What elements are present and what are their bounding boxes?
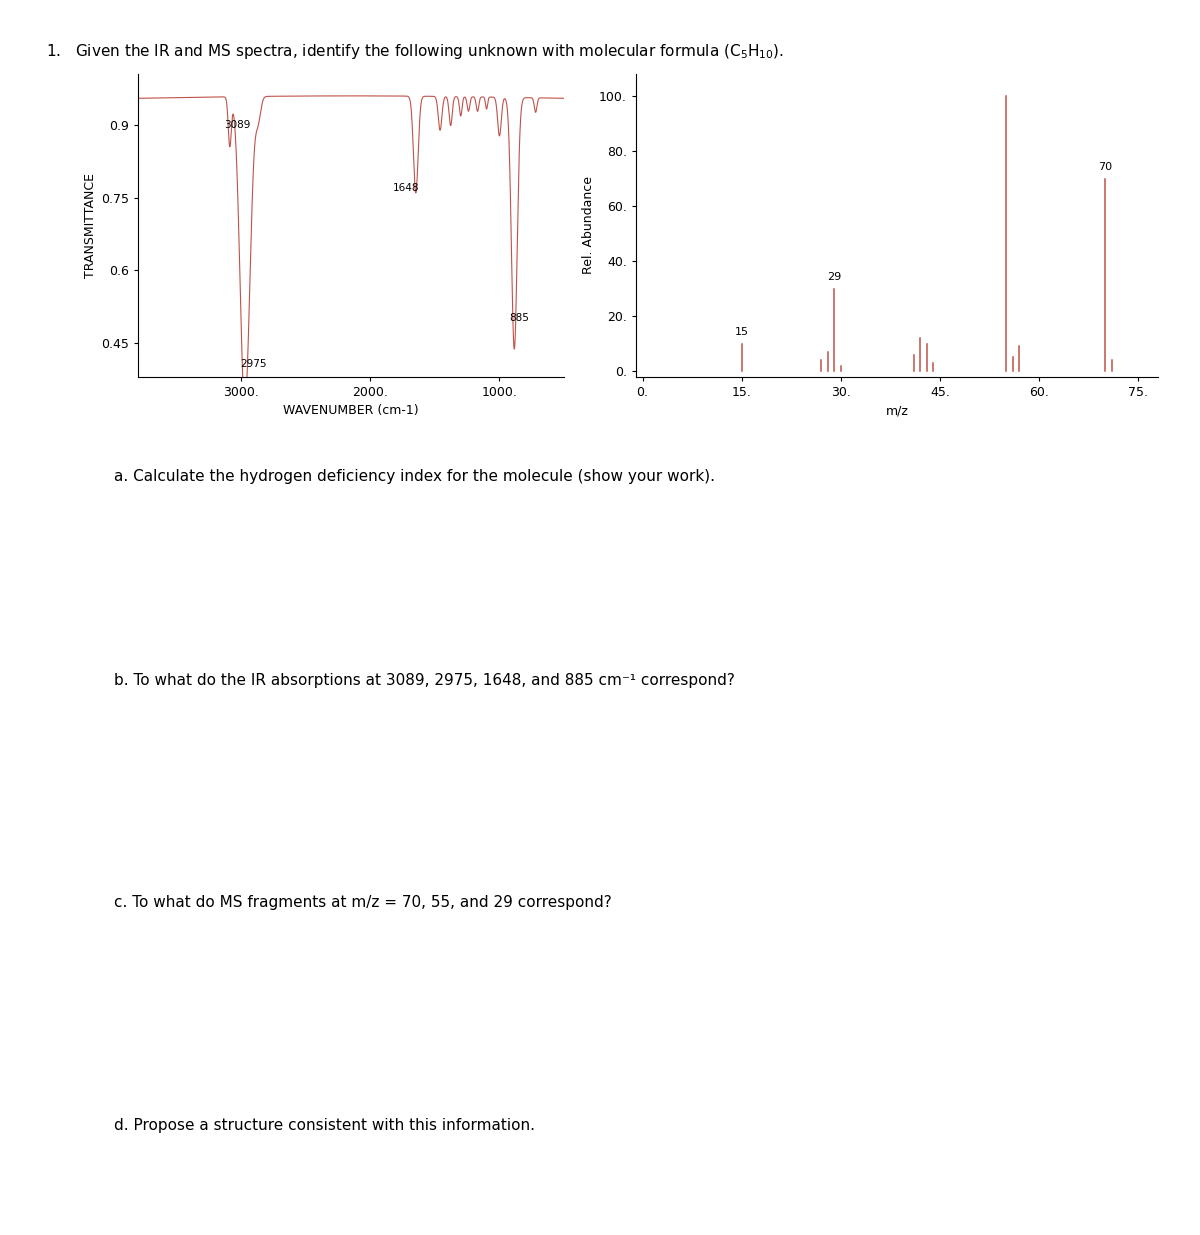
Text: c. To what do MS fragments at m/z = 70, 55, and 29 correspond?: c. To what do MS fragments at m/z = 70, … xyxy=(114,895,612,910)
Text: 29: 29 xyxy=(827,272,841,282)
X-axis label: m/z: m/z xyxy=(886,404,908,417)
Text: b. To what do the IR absorptions at 3089, 2975, 1648, and 885 cm⁻¹ correspond?: b. To what do the IR absorptions at 3089… xyxy=(114,673,734,688)
Y-axis label: Rel. Abundance: Rel. Abundance xyxy=(582,177,595,274)
Text: 885: 885 xyxy=(509,314,529,324)
Text: 1648: 1648 xyxy=(394,183,420,193)
Text: 3089: 3089 xyxy=(224,120,251,130)
Text: d. Propose a structure consistent with this information.: d. Propose a structure consistent with t… xyxy=(114,1118,535,1132)
Text: 70: 70 xyxy=(1098,162,1112,172)
Y-axis label: TRANSMITTANCE: TRANSMITTANCE xyxy=(84,173,97,278)
X-axis label: WAVENUMBER (cm-1): WAVENUMBER (cm-1) xyxy=(283,404,419,417)
Text: 2975: 2975 xyxy=(241,359,268,369)
Text: 15: 15 xyxy=(734,327,749,337)
Text: a. Calculate the hydrogen deficiency index for the molecule (show your work).: a. Calculate the hydrogen deficiency ind… xyxy=(114,469,715,484)
Text: 1.   Given the IR and MS spectra, identify the following unknown with molecular : 1. Given the IR and MS spectra, identify… xyxy=(46,42,784,61)
